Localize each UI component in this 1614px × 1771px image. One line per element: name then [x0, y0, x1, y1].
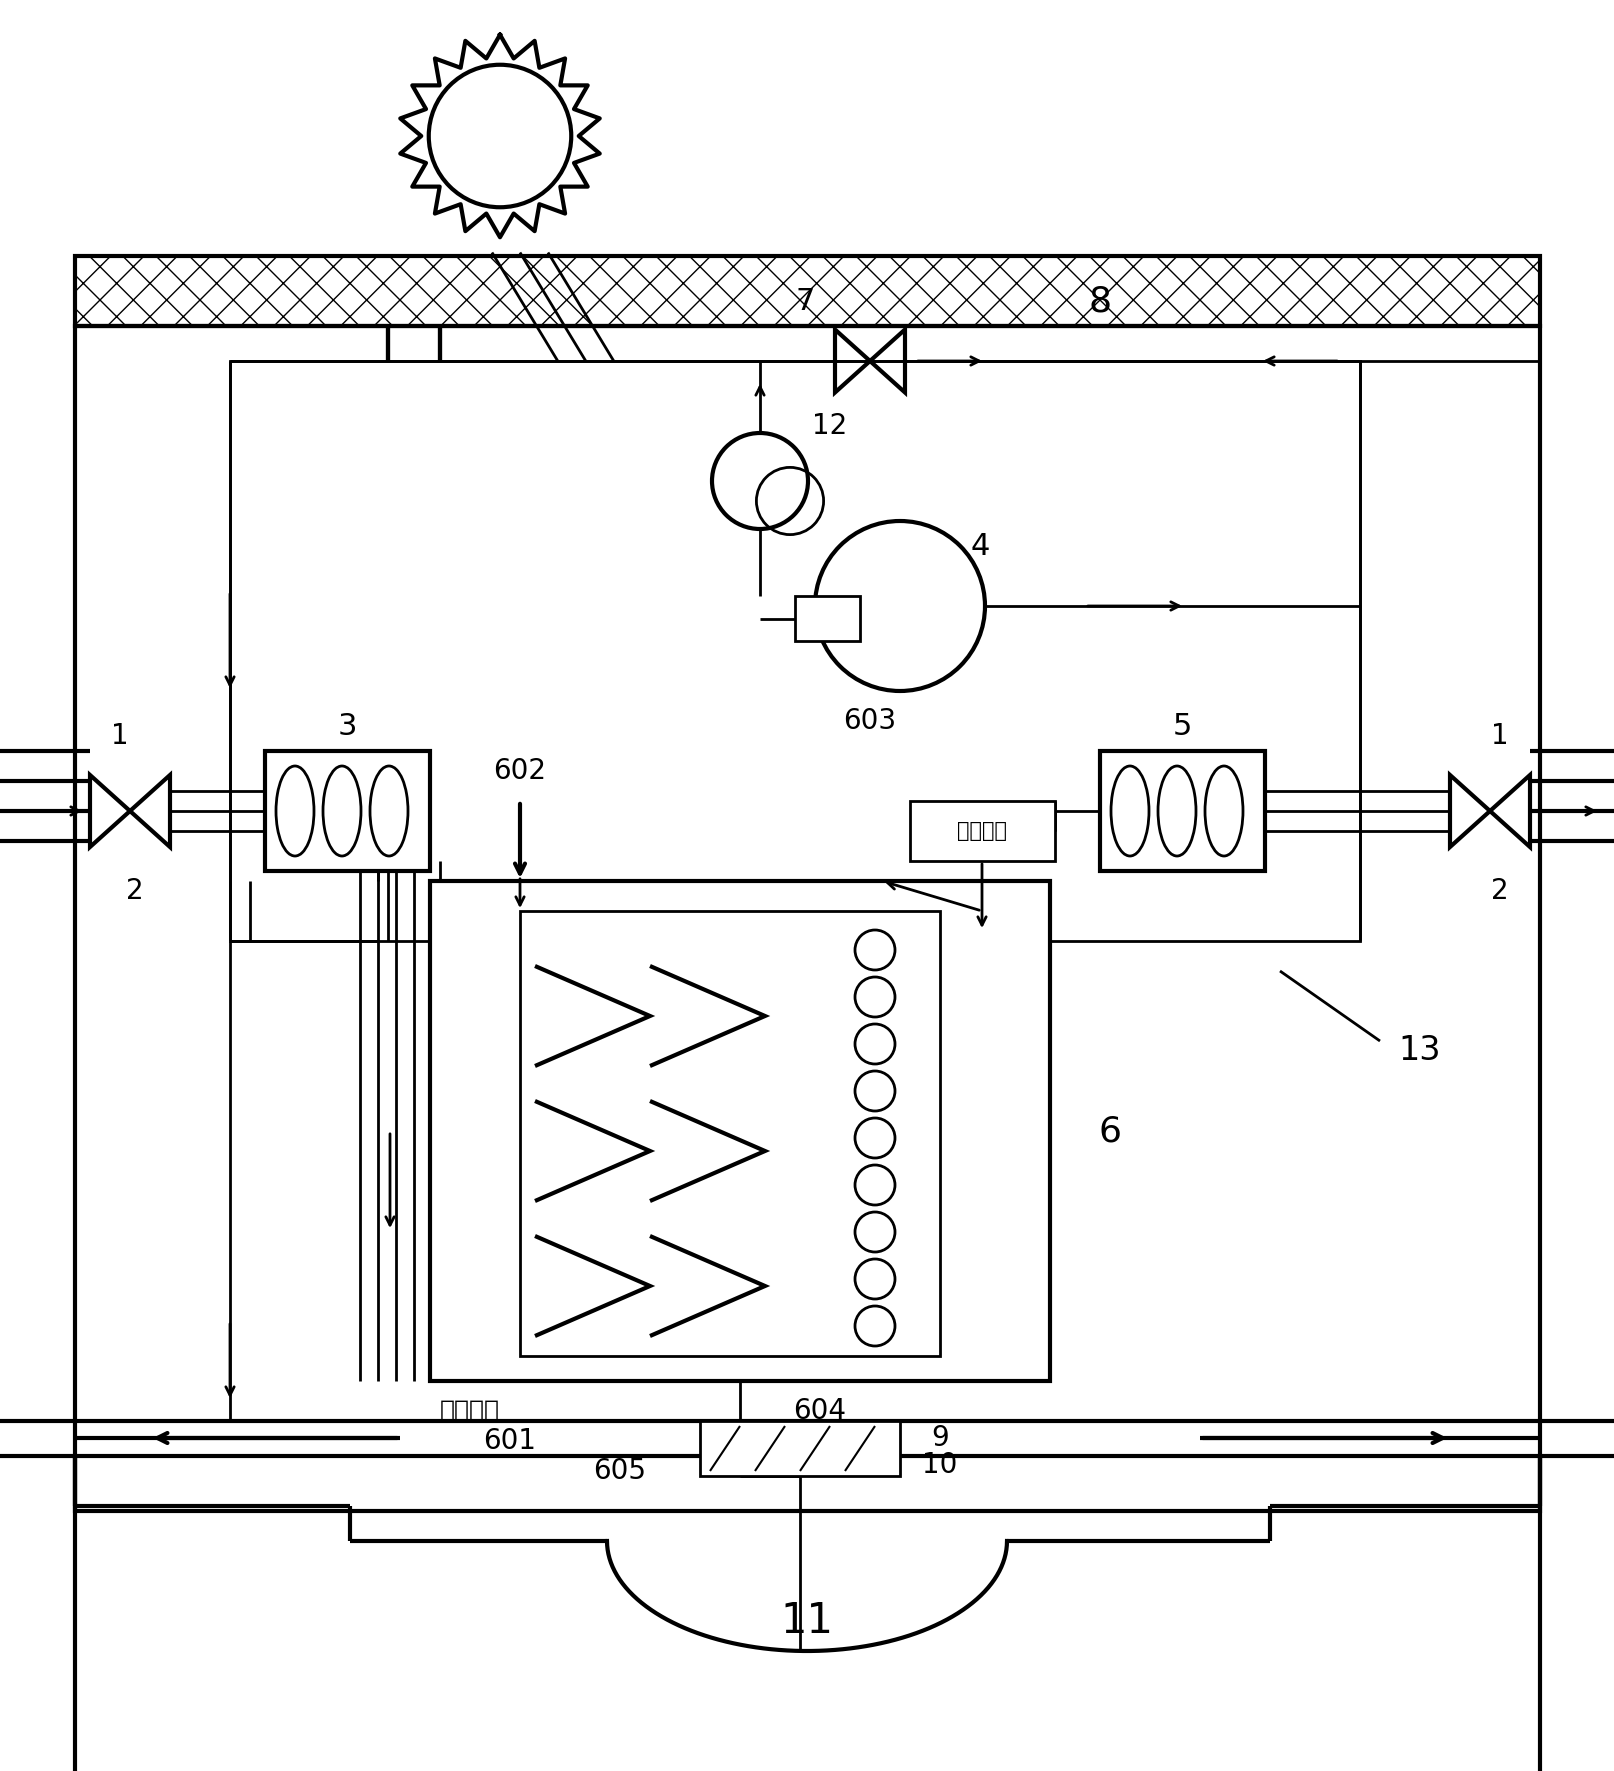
Bar	[231, 361, 1361, 940]
Text: 10: 10	[922, 1450, 957, 1479]
Text: 3: 3	[337, 712, 357, 740]
Text: 9: 9	[931, 1424, 949, 1452]
Text: 12: 12	[812, 413, 847, 439]
Text: 6: 6	[1099, 1114, 1122, 1148]
Text: 605: 605	[594, 1458, 647, 1486]
Text: 4: 4	[970, 531, 989, 560]
Bar	[910, 800, 1056, 861]
Bar	[1101, 751, 1265, 871]
Text: 2: 2	[1491, 877, 1509, 905]
Text: 1: 1	[111, 723, 129, 749]
Text: 11: 11	[781, 1599, 833, 1642]
Text: 1: 1	[1491, 723, 1509, 749]
Text: 8: 8	[1088, 283, 1112, 319]
Text: 602: 602	[494, 756, 547, 785]
Bar	[74, 326, 1540, 1511]
Text: 7: 7	[796, 287, 815, 315]
Text: 热湿空气: 热湿空气	[957, 822, 1007, 841]
Text: 601: 601	[484, 1427, 536, 1456]
Text: 604: 604	[794, 1397, 846, 1426]
Bar	[429, 880, 1051, 1381]
Text: 13: 13	[1399, 1034, 1441, 1068]
Bar	[265, 751, 429, 871]
Text: 2: 2	[126, 877, 144, 905]
Bar	[520, 910, 939, 1357]
Text: 5: 5	[1172, 712, 1191, 740]
Bar	[796, 597, 860, 641]
Bar	[700, 1420, 901, 1475]
Bar	[74, 257, 1540, 326]
Text: 干冷空气: 干冷空气	[441, 1399, 500, 1424]
Text: 603: 603	[844, 707, 896, 735]
